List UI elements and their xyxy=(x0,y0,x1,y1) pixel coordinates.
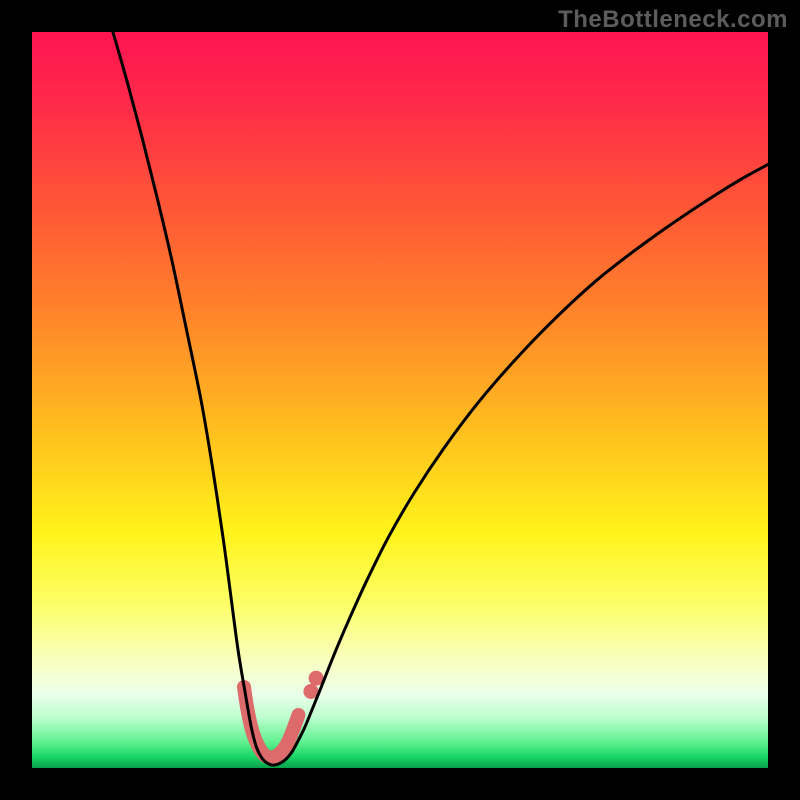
attribution-watermark: TheBottleneck.com xyxy=(558,6,788,34)
chart-frame: TheBottleneck.com xyxy=(0,0,800,800)
chart-svg xyxy=(0,0,800,800)
